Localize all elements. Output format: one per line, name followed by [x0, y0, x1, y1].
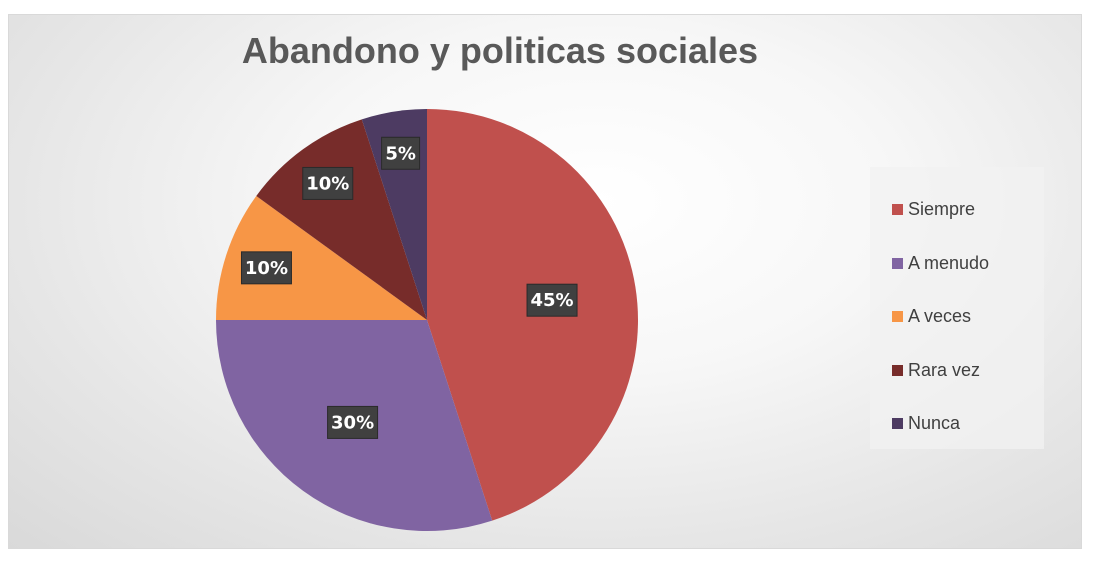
legend: Siempre A menudo A veces Rara vez Nunca [870, 167, 1044, 449]
data-label: 10% [302, 166, 354, 200]
legend-swatch [892, 418, 903, 429]
legend-item: A veces [892, 306, 971, 327]
legend-label: A menudo [908, 252, 990, 273]
data-label-box [240, 251, 292, 285]
legend-item: Siempre [892, 199, 975, 220]
data-label-text: 30% [331, 412, 374, 433]
legend-item: Nunca [892, 413, 960, 434]
legend-swatch [892, 364, 903, 376]
legend-item: A menudo [892, 253, 989, 274]
data-label-box [327, 405, 379, 439]
pie-slice-rara-vez [256, 119, 427, 320]
legend-label: A veces [908, 306, 972, 326]
data-label-text: 45% [530, 290, 573, 311]
legend-label: Siempre [908, 199, 976, 219]
data-label-box [302, 166, 354, 200]
data-label-text: 5% [385, 143, 416, 164]
legend-swatch [892, 257, 903, 269]
legend-label: Rara vez [908, 359, 981, 380]
data-label: 5% [381, 136, 421, 170]
data-label-box [526, 283, 578, 317]
data-label-text: 10% [245, 258, 288, 279]
legend-item: Rara vez [892, 360, 980, 381]
chart-title: Abandono y politicas sociales [241, 30, 759, 71]
legend-swatch [892, 311, 903, 322]
legend-label: Nunca [908, 413, 961, 433]
legend-swatch [892, 204, 903, 215]
data-label-text: 10% [306, 173, 349, 194]
data-label-box [381, 136, 421, 170]
data-label: 30% [327, 405, 379, 439]
pie-slice-a-veces [216, 195, 427, 320]
data-label: 45% [526, 283, 578, 317]
data-label: 10% [240, 251, 292, 285]
